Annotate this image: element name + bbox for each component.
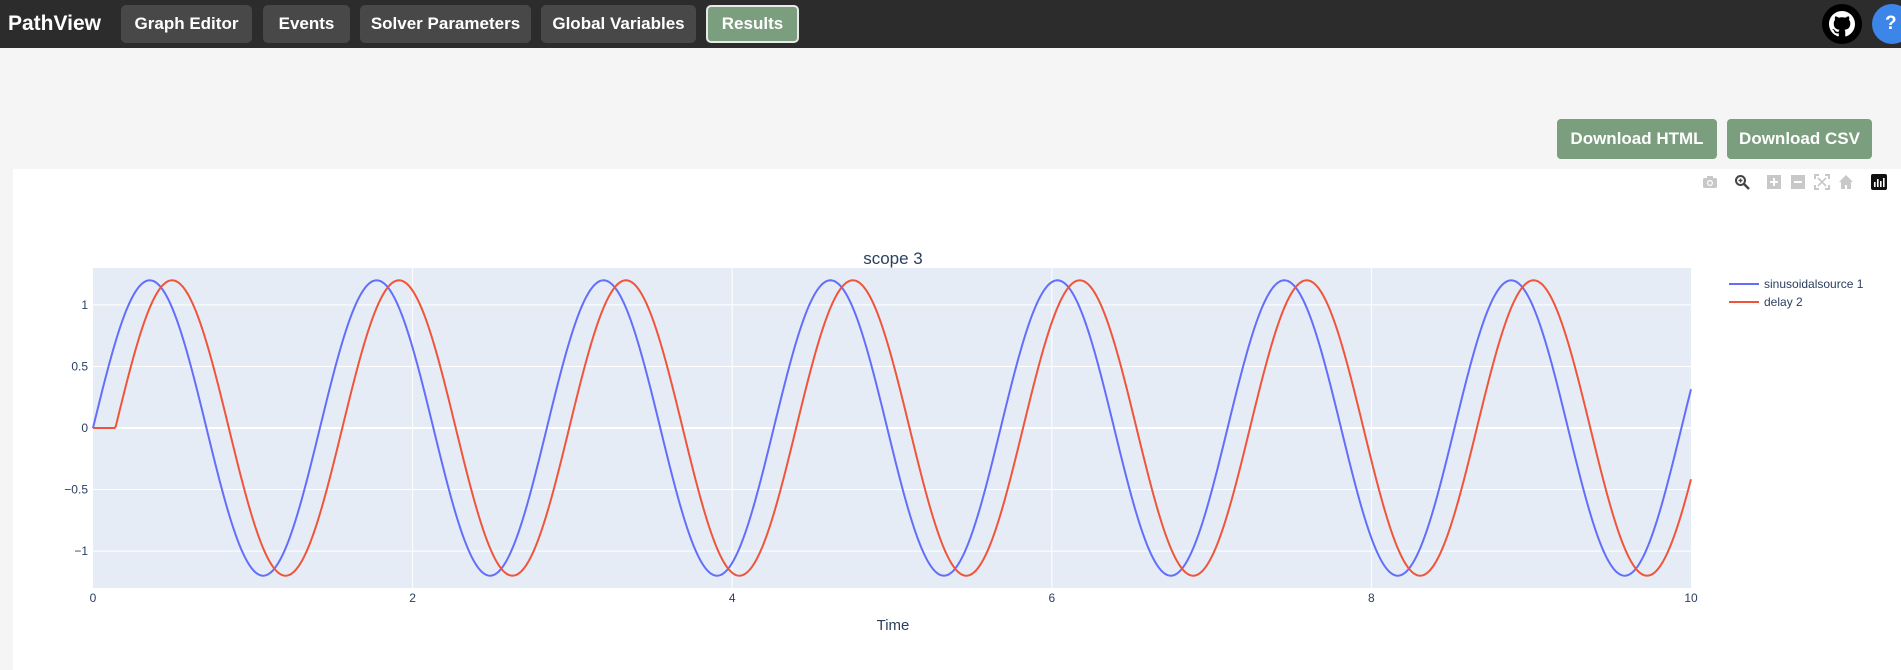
top-navbar: PathView Graph Editor Events Solver Para… (0, 0, 1901, 48)
download-html-button[interactable]: Download HTML (1557, 119, 1717, 159)
download-csv-button[interactable]: Download CSV (1727, 119, 1872, 159)
autoscale-icon[interactable] (1814, 174, 1830, 190)
tab-graph-editor[interactable]: Graph Editor (121, 5, 252, 43)
tab-global-variables[interactable]: Global Variables (541, 5, 696, 43)
camera-icon[interactable] (1702, 174, 1718, 190)
help-icon[interactable]: ? (1872, 4, 1901, 44)
tab-results[interactable]: Results (706, 5, 799, 43)
plotly-logo-icon[interactable] (1871, 174, 1887, 190)
plot-panel (13, 169, 1901, 670)
tab-solver-parameters[interactable]: Solver Parameters (360, 5, 531, 43)
zoom-icon[interactable] (1734, 174, 1750, 190)
home-icon[interactable] (1838, 174, 1854, 190)
zoom-out-icon[interactable] (1790, 174, 1806, 190)
app-brand: PathView (8, 12, 101, 35)
github-icon[interactable] (1822, 4, 1862, 44)
tab-events[interactable]: Events (263, 5, 350, 43)
zoom-in-icon[interactable] (1766, 174, 1782, 190)
